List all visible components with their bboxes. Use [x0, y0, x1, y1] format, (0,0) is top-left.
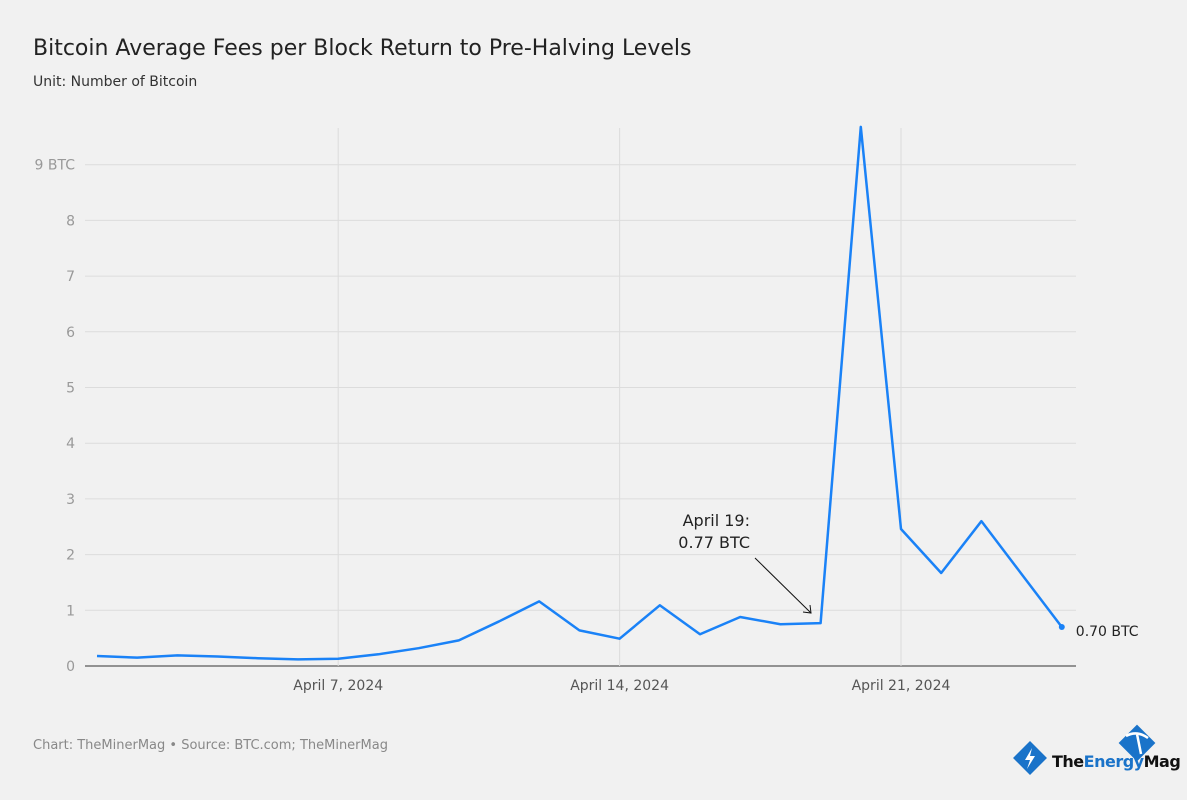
chart-source: Chart: TheMinerMag • Source: BTC.com; Th… — [33, 738, 388, 753]
series-line — [96, 125, 1063, 661]
x-tick-label: April 21, 2024 — [852, 678, 951, 694]
x-tick-label: April 14, 2024 — [570, 678, 669, 694]
y-tick-label: 8 — [66, 213, 75, 229]
y-tick-label: 7 — [66, 269, 75, 285]
y-tick-label: 9 BTC — [35, 158, 76, 174]
theenergymag-logo: TheEnergyMag — [1012, 722, 1181, 782]
last-value-label: 0.70 BTC — [1076, 624, 1139, 640]
y-tick-label: 2 — [66, 548, 75, 564]
annotation-label: April 19: — [683, 511, 750, 530]
data-point — [1058, 624, 1065, 631]
arrowhead-icon — [802, 604, 812, 614]
chart-subtitle: Unit: Number of Bitcoin — [33, 74, 198, 90]
y-tick-label: 1 — [66, 603, 75, 619]
chart-title: Bitcoin Average Fees per Block Return to… — [33, 36, 692, 61]
y-tick-label: 6 — [66, 325, 75, 341]
y-tick-label: 4 — [66, 436, 75, 452]
annotation-arrow — [754, 557, 812, 614]
y-tick-label: 0 — [66, 659, 75, 675]
y-tick-label: 3 — [66, 492, 75, 508]
annotation-label: 0.77 BTC — [678, 533, 750, 552]
x-tick-label: April 7, 2024 — [293, 678, 383, 694]
y-tick-label: 5 — [66, 381, 75, 397]
